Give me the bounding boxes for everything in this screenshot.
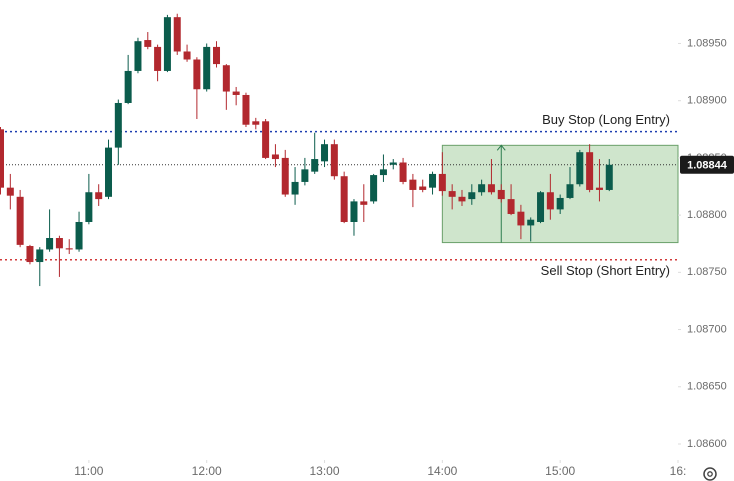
candle-body: [124, 70, 132, 103]
y-tick-label: 1.08700: [687, 323, 727, 335]
candle-body: [379, 169, 387, 176]
candle-body: [340, 176, 348, 222]
last-price-label: 1.08844: [687, 160, 728, 172]
candle-body: [330, 144, 338, 177]
candle-body: [163, 17, 171, 71]
candle-body: [6, 187, 14, 196]
candle-body: [586, 152, 594, 190]
y-tick-label: 1.08600: [687, 438, 727, 450]
candle-body: [95, 192, 103, 200]
candle-body: [478, 184, 486, 193]
candle-body: [301, 169, 309, 182]
candle-body: [26, 246, 34, 263]
candle-body: [65, 248, 73, 250]
y-tick-label: 1.08650: [687, 381, 727, 393]
candle-body: [507, 199, 515, 214]
y-tick-label: 1.08800: [687, 209, 727, 221]
sell-stop-label: Sell Stop (Short Entry): [541, 263, 670, 278]
candle-body: [576, 152, 584, 185]
gear-hub: [707, 471, 713, 477]
candle-body: [487, 184, 495, 193]
target-zone: [441, 144, 679, 244]
candle-body: [281, 157, 289, 195]
candle-body: [232, 91, 240, 95]
x-tick-label: 13:00: [310, 464, 340, 478]
x-tick-label: 15:00: [545, 464, 575, 478]
last-price-tag: [680, 155, 734, 174]
candle-body: [203, 46, 211, 90]
x-tick-label: 16:: [670, 464, 687, 478]
candle-body: [370, 175, 378, 202]
y-tick-label: 1.08750: [687, 266, 727, 278]
candle-body: [605, 164, 613, 190]
candle-body: [311, 159, 319, 172]
x-tick-label: 12:00: [192, 464, 222, 478]
candle-body: [144, 40, 152, 47]
candle-body: [448, 191, 456, 197]
candle-body: [438, 173, 446, 192]
buy-stop-label: Buy Stop (Long Entry): [542, 112, 670, 127]
candle-body: [213, 46, 221, 65]
candle-body: [360, 201, 368, 205]
candle-body: [154, 46, 162, 71]
candle-body: [556, 197, 564, 210]
candle-body: [321, 144, 329, 162]
candle-body: [566, 184, 574, 198]
y-tick-label: 1.08900: [687, 95, 727, 107]
candle-body: [429, 173, 437, 188]
x-tick-label: 11:00: [74, 464, 103, 478]
candle-body: [389, 162, 397, 165]
candle-body: [595, 187, 603, 190]
candle-body: [291, 181, 299, 195]
candle-body: [105, 147, 113, 197]
candle-body: [55, 238, 63, 249]
candle-body: [222, 65, 230, 92]
zone-arrow-head: [496, 144, 506, 151]
candle-body: [409, 179, 417, 190]
settings-icon[interactable]: [703, 467, 717, 481]
candle-body: [527, 219, 535, 226]
x-tick-label: 14:00: [427, 464, 457, 478]
candle-body: [193, 59, 201, 90]
candle-body: [46, 238, 54, 250]
candle-body: [419, 186, 427, 190]
candle-body: [546, 192, 554, 210]
candle-body: [242, 94, 250, 125]
candle-body: [134, 41, 142, 71]
candle-body: [183, 51, 191, 60]
candle-body: [537, 192, 545, 222]
y-tick-label: 1.08950: [687, 37, 727, 49]
plot: Buy Stop (Long Entry) Sell Stop (Short En…: [0, 13, 679, 287]
candle-body: [399, 162, 407, 182]
candle-body: [0, 129, 4, 188]
candle-body: [114, 102, 122, 148]
candle-body: [173, 17, 181, 52]
candle-body: [36, 249, 44, 263]
candle-body: [497, 189, 505, 200]
candle-body: [271, 154, 279, 160]
candle-body: [468, 192, 476, 200]
gear-ring: [703, 467, 717, 481]
candle-body: [262, 121, 270, 158]
candle-body: [350, 201, 358, 222]
candle-body: [16, 196, 24, 245]
candle-body: [85, 192, 93, 222]
candle-body: [517, 211, 525, 226]
candle-body: [252, 121, 260, 125]
candle-body: [458, 196, 466, 202]
candle-body: [75, 221, 83, 250]
